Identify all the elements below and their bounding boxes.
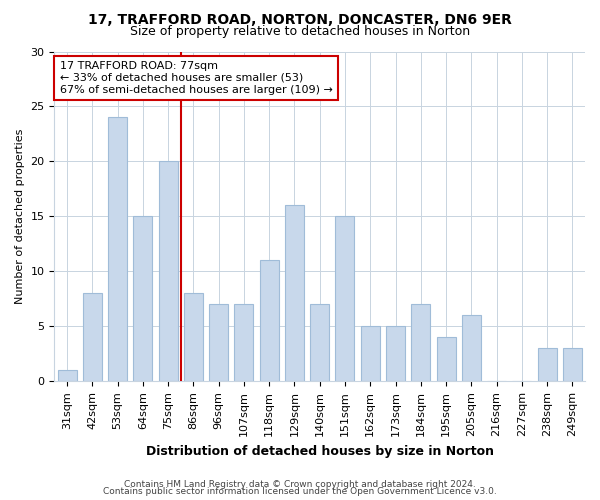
- Text: Size of property relative to detached houses in Norton: Size of property relative to detached ho…: [130, 25, 470, 38]
- Bar: [462, 316, 481, 382]
- Bar: [285, 206, 304, 382]
- Bar: [209, 304, 228, 382]
- X-axis label: Distribution of detached houses by size in Norton: Distribution of detached houses by size …: [146, 444, 494, 458]
- Text: 17 TRAFFORD ROAD: 77sqm
← 33% of detached houses are smaller (53)
67% of semi-de: 17 TRAFFORD ROAD: 77sqm ← 33% of detache…: [60, 62, 332, 94]
- Y-axis label: Number of detached properties: Number of detached properties: [15, 128, 25, 304]
- Bar: [83, 294, 102, 382]
- Bar: [386, 326, 405, 382]
- Bar: [335, 216, 355, 382]
- Text: Contains public sector information licensed under the Open Government Licence v3: Contains public sector information licen…: [103, 488, 497, 496]
- Bar: [133, 216, 152, 382]
- Bar: [184, 294, 203, 382]
- Bar: [437, 338, 455, 382]
- Bar: [563, 348, 582, 382]
- Bar: [108, 118, 127, 382]
- Bar: [58, 370, 77, 382]
- Bar: [310, 304, 329, 382]
- Bar: [538, 348, 557, 382]
- Bar: [411, 304, 430, 382]
- Bar: [361, 326, 380, 382]
- Bar: [260, 260, 278, 382]
- Bar: [235, 304, 253, 382]
- Text: Contains HM Land Registry data © Crown copyright and database right 2024.: Contains HM Land Registry data © Crown c…: [124, 480, 476, 489]
- Bar: [158, 162, 178, 382]
- Text: 17, TRAFFORD ROAD, NORTON, DONCASTER, DN6 9ER: 17, TRAFFORD ROAD, NORTON, DONCASTER, DN…: [88, 12, 512, 26]
